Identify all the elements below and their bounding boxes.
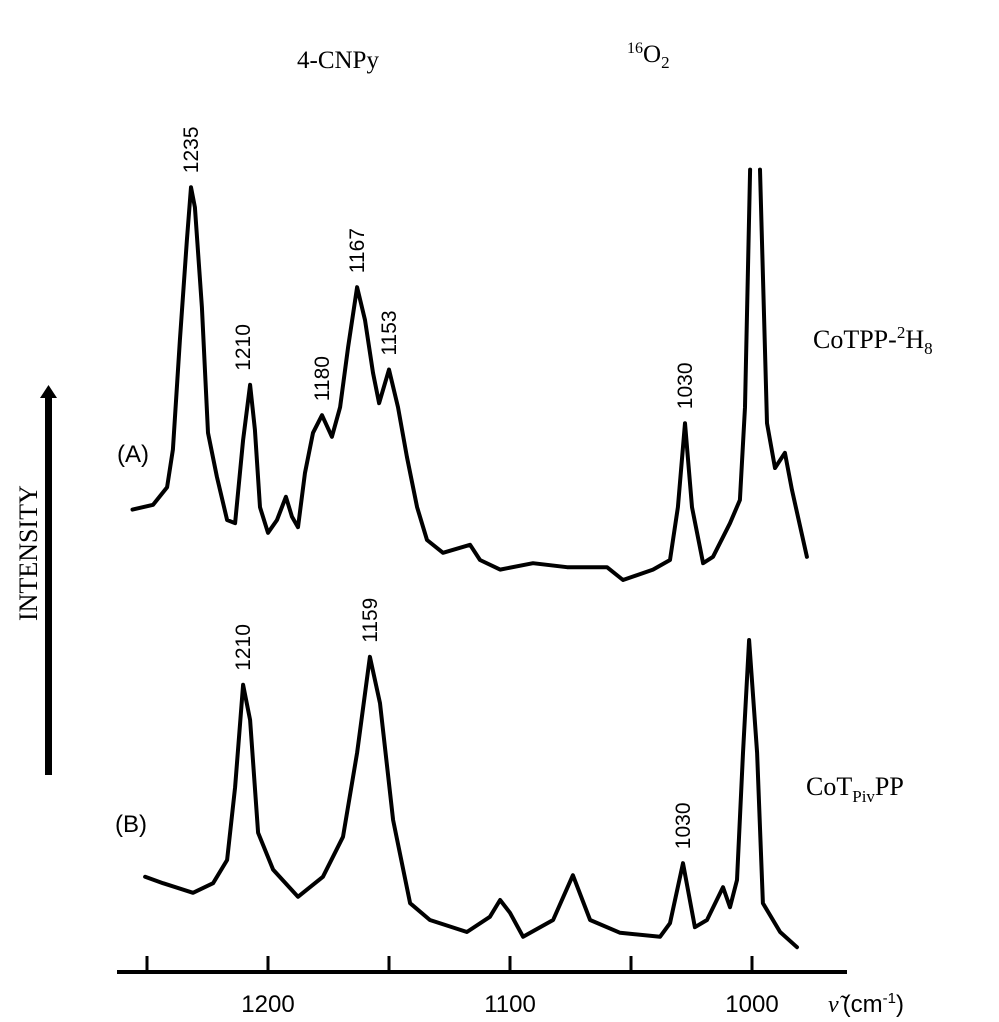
peak-label-a-1235: 1235 <box>180 126 203 173</box>
o2-subscript: 2 <box>661 53 670 72</box>
spectra-traces <box>130 167 809 950</box>
spectrum-trace-a-segment-2 <box>758 167 809 559</box>
peak-label-a-1153: 1153 <box>378 310 401 355</box>
panel-label-b: (B) <box>115 811 147 838</box>
peak-label-b-1159: 1159 <box>359 598 382 643</box>
peak-label-b-1030: 1030 <box>672 802 695 849</box>
x-axis-unit-close: ) <box>896 991 904 1018</box>
peak-label-a-1180: 1180 <box>311 356 334 401</box>
spectrum-trace-b-segment-1 <box>143 638 799 950</box>
series-a-label-subscript: 8 <box>924 339 933 358</box>
x-axis-unit: (cm <box>843 991 883 1018</box>
spectrum-trace-a-segment-1 <box>130 167 753 582</box>
series-a-label-h: H <box>905 325 924 354</box>
series-b-label-text: CoT <box>806 772 852 801</box>
peak-label-a-1030: 1030 <box>674 362 697 409</box>
x-axis-unit-superscript: -1 <box>883 990 896 1007</box>
y-axis-label: INTENSITY <box>14 485 43 621</box>
x-axis-ticks: 1200 1100 1000 <box>145 956 779 1018</box>
series-label-cotpivpp: CoTPivPP <box>806 772 904 806</box>
series-label-cotpp-2h8: CoTPP-2H8 <box>813 323 933 358</box>
intensity-arrow-icon <box>40 385 57 775</box>
x-tick-label-1000: 1000 <box>725 991 778 1018</box>
x-tick-label-1100: 1100 <box>484 991 536 1018</box>
series-b-label-subscript: Piv <box>852 787 875 806</box>
x-axis-label: ν̃ (cm-1) <box>828 990 904 1018</box>
x-tick-label-1200: 1200 <box>241 991 294 1018</box>
region-label-4-cnpy: 4-CNPy <box>297 47 379 74</box>
panel-label-a: (A) <box>117 441 149 468</box>
peak-label-a-1210: 1210 <box>232 324 255 371</box>
peak-label-a-1167: 1167 <box>346 228 369 273</box>
series-b-label-pp: PP <box>875 772 904 801</box>
series-a-label-superscript: 2 <box>897 323 906 342</box>
o2-isotope-superscript: 16 <box>627 40 643 57</box>
o2-base: O <box>643 41 661 68</box>
peak-label-b-1210: 1210 <box>232 624 255 671</box>
peak-labels: 1235 1210 1180 1167 1153 1030 1210 1159 1030 <box>180 126 697 849</box>
series-a-label-text: CoTPP- <box>813 325 897 354</box>
region-label-16o2: 16O2 <box>627 40 670 72</box>
